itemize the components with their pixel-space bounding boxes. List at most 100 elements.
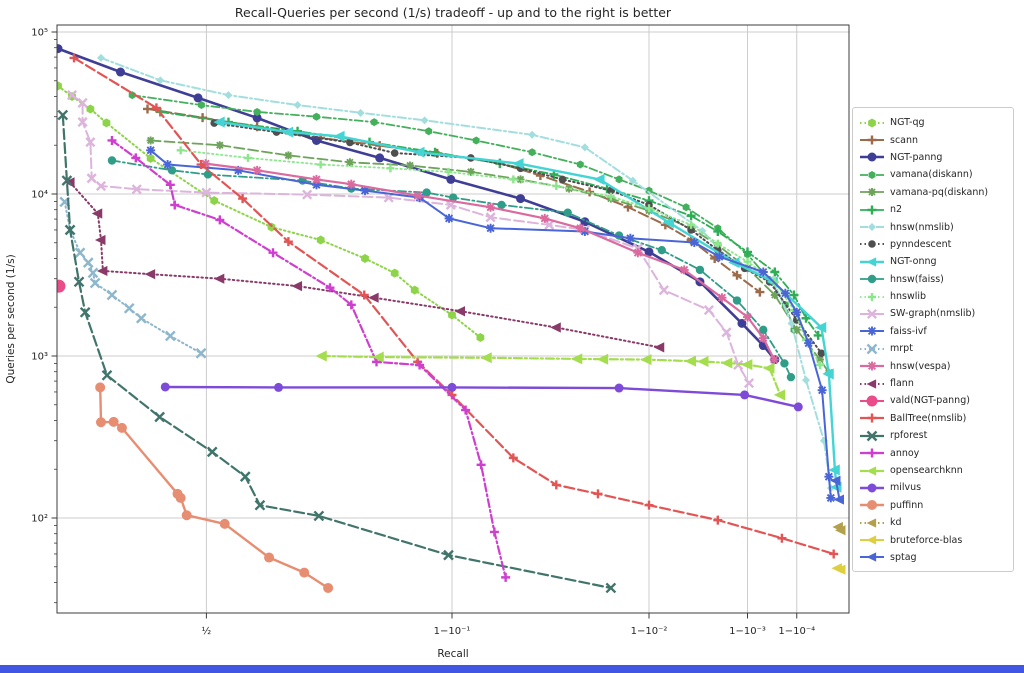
data-point-marker [867,275,877,284]
data-point-marker [181,510,192,521]
data-point-marker [563,208,572,217]
series-sptag [830,475,844,505]
data-point-marker [420,116,429,125]
legend-marker-icon [860,500,884,511]
data-point-marker [645,204,653,213]
data-point-marker [175,492,186,503]
data-point-marker [315,350,327,362]
legend-marker-icon [860,257,884,267]
data-point-marker [413,146,425,158]
data-point-marker [868,188,876,197]
series-annoy [107,135,511,582]
data-point-marker [89,277,101,289]
data-point-marker [299,567,310,578]
data-point-marker [472,136,480,145]
data-point-marker [86,104,95,114]
data-point-marker [732,296,742,305]
data-point-marker [550,322,561,333]
data-point-marker [743,247,752,257]
data-point-marker [291,281,303,292]
data-point-marker [254,499,266,511]
x-axis-label: Recall [437,648,468,660]
data-point-marker [359,290,369,300]
data-point-marker [323,582,334,593]
data-point-marker [780,288,790,298]
data-point-marker [233,165,243,175]
data-point-marker [717,293,727,303]
x-tick-label: 1−10⁻⁴ [778,626,815,637]
data-point-marker [413,191,423,201]
data-point-marker [57,44,63,54]
data-point-marker [195,347,207,359]
data-point-marker [662,217,674,229]
data-point-marker [77,97,88,108]
data-point-marker [684,355,696,367]
chart-title: Recall-Queries per second (1/s) tradeoff… [235,5,672,20]
legend-marker-icon [860,170,884,179]
legend-marker-icon [860,188,884,197]
data-point-marker [447,382,457,392]
data-point-marker [176,146,185,155]
legend-item-faiss-ivf: faiss-ivf [859,323,1007,340]
data-point-marker [116,422,127,433]
data-point-marker [131,184,142,195]
data-point-marker [801,313,811,323]
data-point-marker [156,76,165,85]
legend-marker-icon [860,465,884,476]
y-tick-label: 10² [31,514,48,525]
data-point-marker [658,285,669,296]
data-point-marker [540,213,550,223]
data-point-marker [804,338,814,348]
data-point-marker [293,126,303,136]
data-point-marker [528,148,536,157]
data-point-marker [95,417,106,428]
legend-item-mrpt: mrpt [859,340,1007,357]
data-point-marker [615,175,623,184]
data-point-marker [828,464,840,476]
x-tick-label: ½ [202,625,212,637]
data-point-marker [73,276,85,288]
data-point-marker [605,582,617,594]
data-point-marker [346,179,356,189]
data-point-marker [866,378,877,389]
data-point-marker [755,287,765,297]
data-point-marker [486,223,496,233]
y-tick-label: 10³ [31,352,48,363]
data-point-marker [142,104,152,114]
series-layer [57,44,846,594]
data-point-marker [866,517,877,528]
legend-label: NGT-panng [890,151,943,163]
legend-item-vald(NGT-panng): vald(NGT-panng) [859,392,1007,409]
data-point-marker [713,515,723,525]
legend-marker-icon [860,361,884,371]
data-point-marker [239,471,251,482]
data-point-marker [333,130,345,142]
plot-border [56,24,850,614]
data-point-marker [163,160,173,170]
data-point-marker [313,510,325,522]
legend-marker-icon [860,430,884,442]
data-point-marker [703,305,714,316]
data-point-marker [593,489,603,499]
data-point-marker [151,103,161,113]
data-point-marker [509,175,518,184]
data-point-marker [720,357,733,369]
legend-label: hnsw(faiss) [890,273,944,285]
legend-item-NGT-onng: NGT-onng [859,253,1007,270]
data-point-marker [682,203,690,212]
data-point-marker [829,549,839,559]
data-point-marker [87,267,99,279]
legend-label: n2 [890,204,903,216]
legend-label: SW-graph(nmslib) [890,308,976,320]
data-point-marker [476,460,486,470]
data-point-marker [66,90,78,101]
data-point-marker [792,307,802,317]
data-point-marker [386,164,395,173]
legend-item-scann: scann [859,131,1007,148]
data-point-marker [822,368,834,380]
data-point-marker [713,239,722,248]
data-point-marker [802,376,811,385]
data-point-marker [512,158,524,170]
data-point-marker [721,327,732,338]
data-point-marker [201,187,212,198]
